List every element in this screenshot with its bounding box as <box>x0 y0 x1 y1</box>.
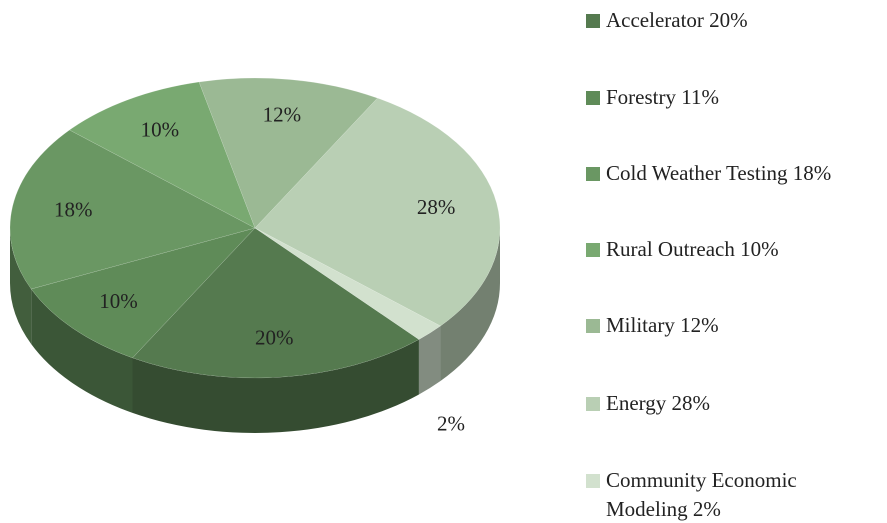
legend-item: Energy 28% <box>586 389 876 418</box>
legend-swatch <box>586 319 600 333</box>
slice <box>132 227 420 379</box>
legend-item: Military 12% <box>586 311 876 340</box>
slice <box>254 97 500 327</box>
pie-area: 20% 10% 18% 10% 12% 28% 2% <box>9 77 500 435</box>
legend-swatch <box>586 474 600 488</box>
slice <box>69 81 256 229</box>
data-label: 20% <box>255 326 294 350</box>
slice-side <box>418 326 441 395</box>
legend-label: Military 12% <box>606 313 719 337</box>
legend-label: Rural Outreach 10% <box>606 237 779 261</box>
legend-swatch <box>586 14 600 28</box>
slice-side <box>132 339 419 433</box>
data-label: 2% <box>437 411 465 435</box>
legend-label: Cold Weather Testing 18% <box>606 161 832 185</box>
data-label: 12% <box>263 103 302 127</box>
legend-label: Forestry 11% <box>606 85 719 109</box>
slice <box>30 227 256 359</box>
legend-swatch <box>586 243 600 257</box>
legend-item: Rural Outreach 10% <box>586 235 876 264</box>
data-label: 18% <box>54 197 93 221</box>
slice <box>198 77 378 229</box>
legend-label: Community Economic Modeling 2% <box>606 468 797 521</box>
slice-side <box>440 228 500 382</box>
data-label: 28% <box>417 195 456 219</box>
legend-label: Accelerator 20% <box>606 8 748 32</box>
data-label: 10% <box>99 289 138 313</box>
slice-side <box>31 289 133 413</box>
slice <box>254 227 441 340</box>
slice-side <box>10 228 32 345</box>
legend-item: Accelerator 20% <box>586 6 876 35</box>
data-label: 10% <box>141 118 180 142</box>
legend-item: Cold Weather Testing 18% <box>586 159 876 188</box>
legend-swatch <box>586 167 600 181</box>
slice <box>9 129 256 290</box>
legend-label: Energy 28% <box>606 391 711 415</box>
legend-item: Community Economic Modeling 2% <box>586 466 876 523</box>
legend-swatch <box>586 91 600 105</box>
legend-item: Forestry 11% <box>586 83 876 112</box>
legend-swatch <box>586 397 600 411</box>
